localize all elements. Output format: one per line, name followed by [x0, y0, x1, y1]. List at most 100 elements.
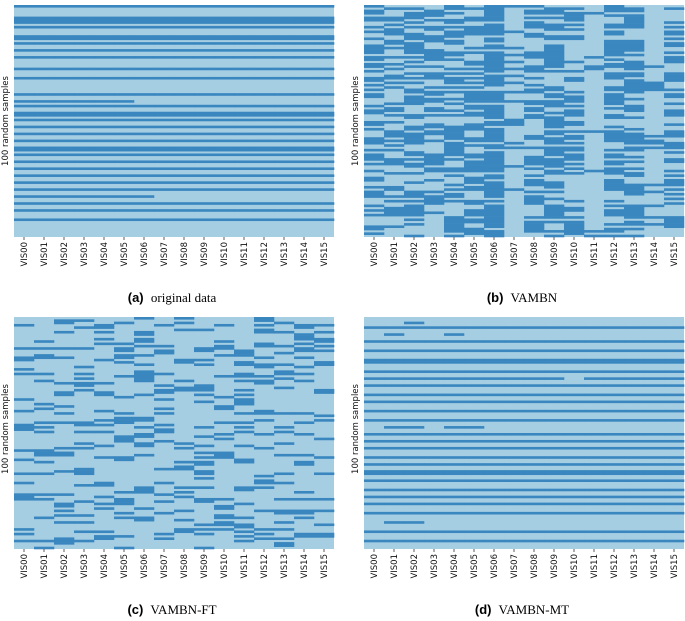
heatmap-cell: [364, 76, 385, 80]
heatmap-cell: [604, 463, 625, 466]
heatmap-cell: [544, 51, 565, 55]
heatmap-cell: [34, 195, 55, 198]
heatmap-cell: [544, 190, 565, 194]
heatmap-cell: [564, 539, 585, 543]
heatmap-cell: [424, 197, 445, 201]
heatmap-cell: [294, 181, 315, 184]
heatmap-cell: [604, 479, 625, 483]
heatmap-cell: [464, 137, 485, 140]
heatmap-cell: [54, 218, 75, 222]
heatmap-cell: [524, 199, 545, 203]
heatmap-cell: [464, 76, 485, 80]
heatmap-cell: [664, 539, 685, 543]
heatmap-cell: [524, 361, 545, 364]
heatmap-cell: [314, 42, 335, 45]
heatmap-cell: [464, 419, 485, 422]
heatmap-cell: [34, 132, 55, 136]
heatmap-cell: [404, 470, 425, 473]
heatmap-cell: [484, 83, 505, 87]
heatmap-cell: [544, 384, 565, 387]
heatmap-cell: [174, 388, 195, 392]
heatmap-cell: [644, 326, 665, 329]
heatmap-cell: [174, 49, 195, 52]
heatmap-cell: [254, 365, 275, 369]
heatmap-cell: [624, 488, 645, 492]
heatmap-cell: [364, 11, 385, 15]
heatmap-cell: [364, 326, 385, 329]
heatmap-cell: [274, 67, 295, 71]
heatmap-cell: [544, 377, 565, 380]
heatmap-cell: [504, 393, 525, 397]
heatmap-cell: [34, 340, 55, 343]
heatmap-cell: [424, 58, 445, 61]
heatmap-cell: [274, 139, 295, 143]
heatmap-cell: [544, 456, 565, 459]
heatmap-cell: [274, 146, 295, 150]
heatmap-cell: [364, 56, 385, 59]
heatmap-cell: [364, 155, 385, 159]
heatmap-cell: [504, 463, 525, 466]
heatmap-cell: [524, 190, 545, 194]
heatmap-cell: [664, 470, 685, 473]
heatmap-cell: [234, 167, 255, 171]
heatmap-cell: [484, 56, 505, 59]
heatmap-cell: [464, 97, 485, 101]
heatmap-cell: [174, 167, 195, 171]
heatmap-cell: [604, 419, 625, 422]
heatmap-cell: [254, 125, 275, 129]
heatmap-cell: [604, 25, 625, 29]
heatmap-cell: [34, 16, 55, 20]
heatmap-cell: [254, 21, 275, 24]
heatmap-cell: [524, 155, 545, 159]
heatmap-cell: [604, 183, 625, 187]
heatmap-cell: [134, 35, 155, 38]
heatmap-cell: [504, 60, 525, 64]
x-tick-label: VIS11: [590, 242, 600, 267]
x-tick-label: VIS07: [160, 554, 170, 579]
heatmap-cell: [544, 463, 565, 466]
heatmap-cell: [524, 370, 545, 373]
heatmap-cell: [524, 90, 545, 94]
heatmap-cell: [484, 158, 505, 161]
heatmap-cell: [254, 537, 275, 541]
heatmap-cell: [504, 361, 525, 364]
heatmap-cell: [604, 107, 625, 110]
heatmap-cell: [424, 162, 445, 166]
heatmap-cell: [504, 433, 525, 436]
heatmap-cell: [94, 118, 115, 122]
heatmap-cell: [624, 132, 645, 136]
heatmap-cell: [624, 67, 645, 71]
heatmap-cell: [174, 21, 195, 24]
heatmap-cell: [114, 114, 135, 117]
heatmap-cell: [94, 381, 115, 385]
heatmap-cell: [194, 174, 215, 177]
heatmap-cell: [14, 426, 35, 429]
heatmap-cell: [504, 456, 525, 459]
heatmap-cell: [384, 74, 405, 78]
heatmap-cell: [504, 141, 525, 145]
heatmap-cell: [74, 146, 95, 150]
heatmap-cell: [604, 116, 625, 119]
x-tick-label: VIS05: [470, 554, 480, 579]
heatmap-cell: [644, 384, 665, 387]
heatmap-cell: [14, 372, 35, 376]
heatmap-cell: [544, 165, 565, 168]
heatmap-cell: [484, 358, 505, 362]
heatmap-cell: [174, 209, 195, 212]
heatmap-cell: [364, 141, 385, 145]
heatmap-cell: [564, 400, 585, 404]
heatmap-cell: [664, 358, 685, 362]
heatmap-cell: [214, 67, 235, 71]
heatmap-cell: [94, 146, 115, 150]
heatmap-cell: [14, 323, 35, 327]
heatmap-cell: [484, 53, 505, 57]
heatmap-cell: [314, 388, 335, 392]
heatmap-cell: [444, 18, 465, 22]
heatmap-cell: [364, 121, 385, 124]
heatmap-cell: [524, 25, 545, 29]
heatmap-cell: [384, 358, 405, 362]
x-tick-label: VIS04: [450, 554, 460, 579]
heatmap-cell: [274, 160, 295, 164]
heatmap-cell: [214, 433, 235, 436]
caption-text: original data: [151, 290, 217, 305]
